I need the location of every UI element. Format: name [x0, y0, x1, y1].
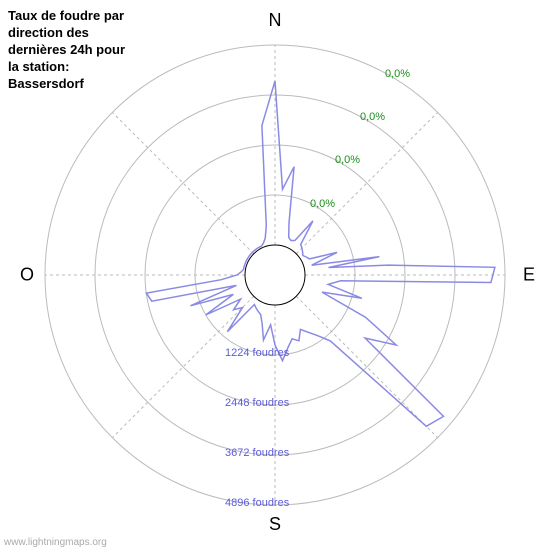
- chart-title: Taux de foudre par direction des dernièr…: [8, 8, 128, 92]
- ring-label: 2448 foudres: [225, 397, 289, 409]
- pct-label: 0,0%: [310, 198, 335, 210]
- cardinal-s: S: [269, 514, 281, 535]
- pct-label: 0,0%: [335, 154, 360, 166]
- ring-label: 1224 foudres: [225, 347, 289, 359]
- pct-label: 0,0%: [360, 111, 385, 123]
- ring-label: 4896 foudres: [225, 497, 289, 509]
- ring-label: 3672 foudres: [225, 447, 289, 459]
- cardinal-e: E: [523, 265, 535, 286]
- cardinal-o: O: [20, 265, 34, 286]
- pct-label: 0,0%: [385, 68, 410, 80]
- polar-chart-container: { "title": "Taux de foudre par direction…: [0, 0, 550, 550]
- cardinal-n: N: [269, 10, 282, 31]
- footer-link: www.lightningmaps.org: [4, 537, 107, 548]
